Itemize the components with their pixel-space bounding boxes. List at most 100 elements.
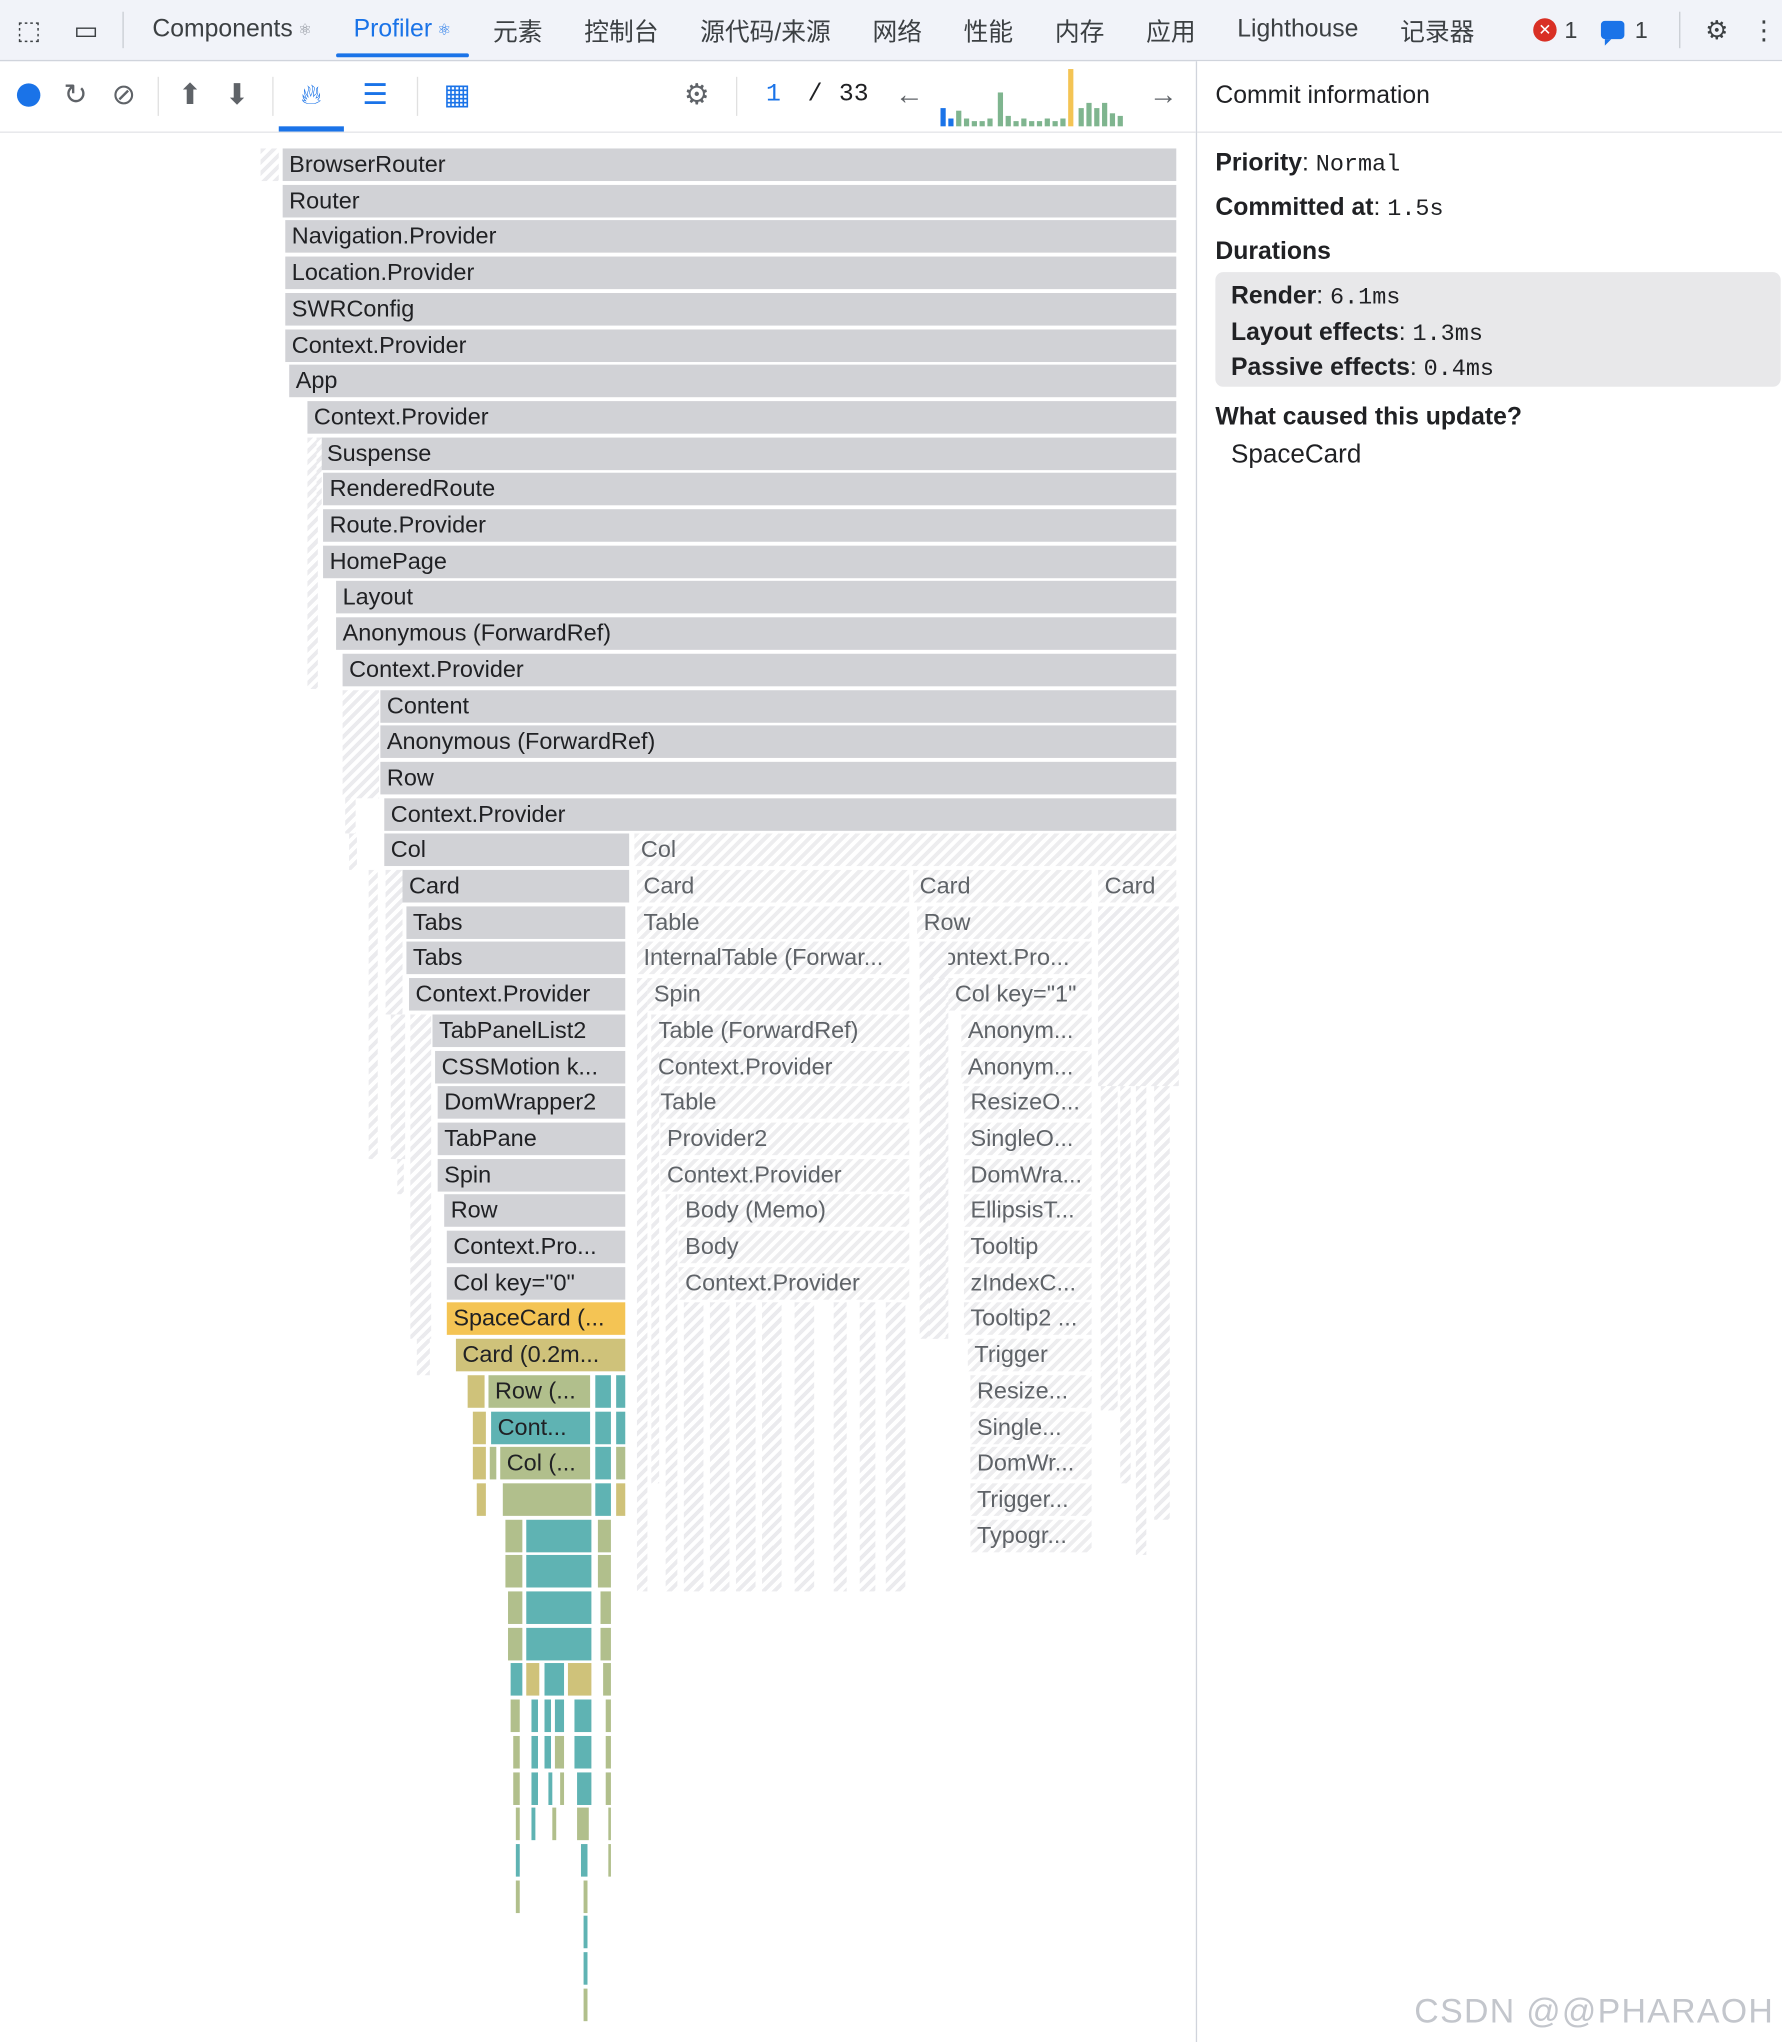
flame-node[interactable]: Card (0.2m... — [455, 1338, 626, 1372]
commit-bar[interactable] — [956, 110, 962, 127]
flame-node[interactable]: Layout — [336, 581, 1177, 614]
flame-node[interactable] — [505, 1519, 523, 1552]
commit-bar[interactable] — [948, 118, 954, 127]
flame-node[interactable]: Card — [913, 869, 1092, 903]
inspect-element-icon[interactable]: ⬚ — [16, 16, 41, 45]
flame-node[interactable] — [510, 1663, 523, 1697]
flame-node[interactable]: Spin — [647, 978, 910, 1011]
flame-node[interactable]: Location.Provider — [285, 256, 1177, 290]
flamegraph-view-button[interactable]: 🔥︎ — [290, 74, 332, 116]
commit-bar[interactable] — [1078, 108, 1084, 127]
flame-node[interactable]: Col key="1" — [948, 978, 1092, 1011]
flame-node[interactable] — [505, 1555, 523, 1588]
commit-bar[interactable] — [1117, 115, 1123, 127]
commit-bar[interactable] — [1068, 69, 1074, 127]
flame-node[interactable] — [513, 1771, 520, 1805]
flame-node[interactable]: ResizeO... — [963, 1086, 1092, 1119]
commit-bar-chart[interactable] — [938, 66, 1128, 127]
tab-performance[interactable]: 性能 — [963, 18, 1014, 47]
clear-button[interactable]: ⊘ — [103, 74, 145, 116]
timeline-view-button[interactable]: ▦ — [436, 74, 478, 116]
tab-lighthouse[interactable]: Lighthouse — [1237, 15, 1359, 43]
flame-node[interactable] — [577, 1771, 592, 1805]
flame-node[interactable]: Navigation.Provider — [285, 220, 1177, 254]
flame-node[interactable] — [544, 1735, 552, 1769]
flame-node[interactable] — [531, 1699, 538, 1733]
flame-node[interactable] — [544, 1663, 565, 1697]
flame-node[interactable]: Context.Pro... — [446, 1230, 626, 1264]
flame-node[interactable]: Anonym... — [961, 1050, 1092, 1083]
flame-node[interactable]: DomWr... — [970, 1447, 1092, 1480]
flame-node[interactable]: Context.Provider — [307, 400, 1177, 434]
flame-node[interactable] — [577, 1807, 589, 1841]
flame-node[interactable] — [597, 1555, 611, 1588]
flame-node[interactable]: Context.Provider — [678, 1266, 910, 1300]
flame-node[interactable] — [605, 1699, 611, 1733]
tab-elements[interactable]: 元素 — [492, 18, 543, 47]
commit-bar[interactable] — [940, 108, 946, 127]
flame-node[interactable] — [508, 1627, 523, 1661]
flame-node[interactable]: Context.Pro... — [919, 942, 1092, 975]
flame-node[interactable]: Context.Provider — [409, 978, 626, 1011]
flame-node[interactable]: Suspense — [320, 437, 1177, 470]
flame-node[interactable] — [531, 1735, 538, 1769]
commit-bar[interactable] — [1102, 102, 1108, 127]
flame-node[interactable]: Col (... — [500, 1447, 591, 1480]
flame-node[interactable]: App — [289, 364, 1177, 398]
settings-gear-icon[interactable]: ⚙ — [1705, 16, 1729, 45]
commit-bar[interactable] — [1029, 121, 1035, 127]
flame-node[interactable] — [574, 1699, 592, 1733]
flame-node[interactable]: Provider2 — [660, 1122, 910, 1155]
flame-node[interactable]: Row — [917, 905, 1092, 939]
flame-node[interactable]: Content — [380, 689, 1177, 723]
flame-node[interactable] — [600, 1591, 611, 1624]
commit-bar[interactable] — [1109, 113, 1116, 127]
flame-node[interactable]: SingleO... — [963, 1122, 1092, 1155]
load-profile-button[interactable]: ⬆ — [169, 74, 211, 116]
flame-node[interactable]: Tooltip2 ... — [963, 1302, 1092, 1336]
flame-node[interactable]: Spin — [437, 1158, 626, 1192]
tab-network[interactable]: 网络 — [872, 18, 922, 47]
tab-memory[interactable]: 内存 — [1054, 18, 1105, 47]
update-cause-component[interactable]: SpaceCard — [1230, 440, 1362, 469]
flame-node[interactable]: Context.Provider — [285, 328, 1177, 362]
flame-node[interactable] — [476, 1483, 486, 1516]
flame-node[interactable] — [489, 1447, 497, 1480]
flame-node[interactable]: Anonymous (ForwardRef) — [380, 725, 1177, 759]
flame-node[interactable]: Tabs — [406, 942, 626, 975]
flame-node[interactable] — [531, 1807, 536, 1841]
commit-bar[interactable] — [1094, 108, 1100, 127]
flame-node[interactable]: TabPanelList2 — [432, 1014, 626, 1047]
flame-node[interactable] — [583, 1879, 588, 1913]
flame-node[interactable]: Table — [636, 905, 910, 939]
flame-node[interactable]: CSSMotion k... — [435, 1050, 626, 1083]
flame-node[interactable] — [472, 1447, 486, 1480]
flame-node[interactable]: InternalTable (Forwar... — [636, 942, 910, 975]
flame-node[interactable] — [544, 1699, 552, 1733]
flame-node[interactable] — [548, 1771, 553, 1805]
commit-bar[interactable] — [1060, 118, 1066, 127]
commit-bar[interactable] — [997, 92, 1004, 127]
flame-node[interactable] — [595, 1374, 611, 1408]
commit-bar[interactable] — [1052, 121, 1058, 127]
save-profile-button[interactable]: ⬇ — [216, 74, 258, 116]
flame-node[interactable]: Col — [384, 833, 630, 867]
flame-node[interactable]: Table — [653, 1086, 910, 1119]
flame-node[interactable]: Router — [282, 184, 1177, 218]
flame-node[interactable]: Context.Provider — [342, 653, 1177, 687]
tab-profiler[interactable]: Profiler ⚛ — [333, 0, 472, 60]
flame-node[interactable] — [595, 1483, 611, 1516]
flame-node[interactable] — [616, 1483, 626, 1516]
flame-node[interactable] — [552, 1807, 557, 1841]
flame-node[interactable]: Single... — [970, 1411, 1092, 1444]
flame-node[interactable] — [583, 1988, 588, 2021]
flame-node[interactable] — [526, 1627, 592, 1661]
flame-node[interactable]: Resize... — [970, 1374, 1092, 1408]
flame-node[interactable] — [583, 1916, 588, 1949]
flame-node[interactable]: Context.Provider — [660, 1158, 910, 1192]
flame-node[interactable] — [531, 1771, 538, 1805]
flame-node[interactable]: Row — [380, 761, 1177, 795]
flame-node[interactable]: zIndexC... — [963, 1266, 1092, 1300]
tab-application[interactable]: 应用 — [1146, 18, 1196, 47]
flame-node[interactable]: Row — [444, 1194, 626, 1228]
